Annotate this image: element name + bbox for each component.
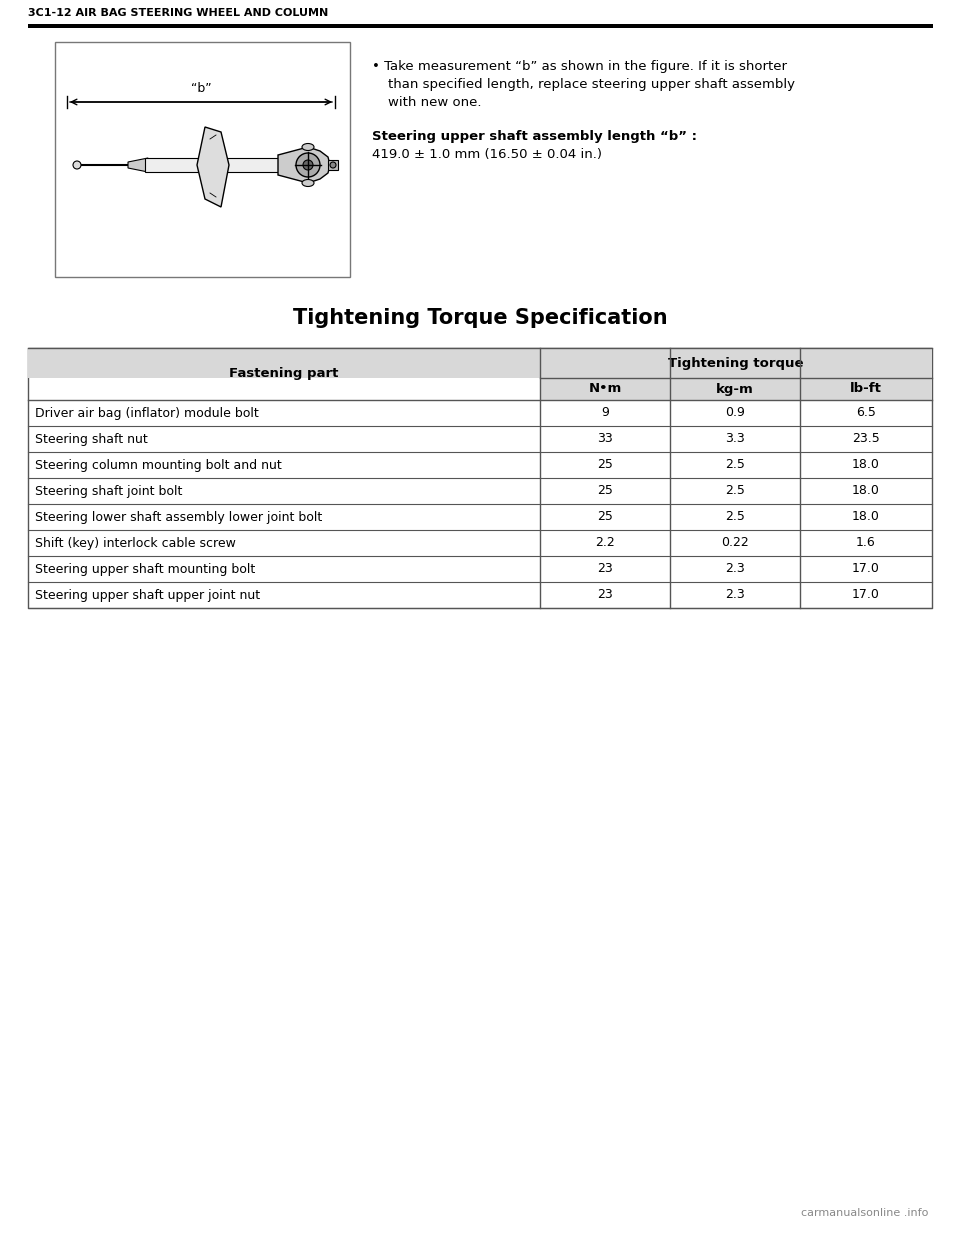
- Text: 23.5: 23.5: [852, 432, 880, 446]
- Text: lb-ft: lb-ft: [850, 383, 882, 395]
- Text: Driver air bag (inflator) module bolt: Driver air bag (inflator) module bolt: [35, 406, 259, 420]
- Circle shape: [296, 153, 320, 177]
- Polygon shape: [128, 158, 148, 172]
- Text: Fastening part: Fastening part: [229, 368, 339, 380]
- Text: 2.2: 2.2: [595, 536, 614, 550]
- Text: 18.0: 18.0: [852, 510, 880, 524]
- Text: Steering shaft nut: Steering shaft nut: [35, 432, 148, 446]
- Text: Steering lower shaft assembly lower joint bolt: Steering lower shaft assembly lower join…: [35, 510, 323, 524]
- Polygon shape: [197, 127, 229, 207]
- Text: 25: 25: [597, 510, 612, 524]
- Text: 25: 25: [597, 484, 612, 498]
- Text: Steering column mounting bolt and nut: Steering column mounting bolt and nut: [35, 458, 281, 472]
- Bar: [28, 348, 932, 378]
- Text: 2.5: 2.5: [725, 510, 745, 524]
- Text: with new one.: with new one.: [388, 96, 482, 109]
- Text: N•m: N•m: [588, 383, 622, 395]
- Text: 2.5: 2.5: [725, 484, 745, 498]
- Text: 18.0: 18.0: [852, 458, 880, 472]
- Bar: [55, 42, 350, 277]
- Text: carmanualsonline .info: carmanualsonline .info: [801, 1208, 928, 1218]
- Text: • Take measurement “b” as shown in the figure. If it is shorter: • Take measurement “b” as shown in the f…: [372, 61, 787, 73]
- Text: 2.3: 2.3: [725, 562, 745, 576]
- Text: Steering upper shaft upper joint nut: Steering upper shaft upper joint nut: [35, 589, 260, 601]
- Text: 25: 25: [597, 458, 612, 472]
- Text: 17.0: 17.0: [852, 562, 880, 576]
- Bar: [328, 161, 338, 170]
- Text: Shift (key) interlock cable screw: Shift (key) interlock cable screw: [35, 536, 236, 550]
- Bar: [540, 378, 932, 400]
- Text: than specified length, replace steering upper shaft assembly: than specified length, replace steering …: [388, 78, 795, 91]
- Text: Steering shaft joint bolt: Steering shaft joint bolt: [35, 484, 182, 498]
- Text: 0.9: 0.9: [725, 406, 745, 420]
- Text: 0.22: 0.22: [721, 536, 749, 550]
- Text: “b”: “b”: [191, 82, 211, 95]
- Text: 2.5: 2.5: [725, 458, 745, 472]
- Text: 17.0: 17.0: [852, 589, 880, 601]
- Bar: [28, 348, 932, 608]
- Text: 3C1-12 AIR BAG STEERING WHEEL AND COLUMN: 3C1-12 AIR BAG STEERING WHEEL AND COLUMN: [28, 7, 328, 19]
- Text: 23: 23: [597, 562, 612, 576]
- Circle shape: [303, 161, 313, 170]
- Text: 2.3: 2.3: [725, 589, 745, 601]
- Ellipse shape: [302, 179, 314, 186]
- Circle shape: [330, 162, 336, 168]
- Bar: [145, 158, 292, 172]
- Text: 18.0: 18.0: [852, 484, 880, 498]
- Text: 6.5: 6.5: [856, 406, 876, 420]
- Text: 9: 9: [601, 406, 609, 420]
- Text: 23: 23: [597, 589, 612, 601]
- Text: 419.0 ± 1.0 mm (16.50 ± 0.04 in.): 419.0 ± 1.0 mm (16.50 ± 0.04 in.): [372, 148, 602, 161]
- Circle shape: [73, 161, 81, 169]
- Ellipse shape: [302, 143, 314, 151]
- Text: 33: 33: [597, 432, 612, 446]
- Bar: [28, 23, 933, 28]
- Text: 3.3: 3.3: [725, 432, 745, 446]
- Text: Tightening Torque Specification: Tightening Torque Specification: [293, 308, 667, 329]
- Text: kg-m: kg-m: [716, 383, 754, 395]
- Text: 1.6: 1.6: [856, 536, 876, 550]
- Text: Steering upper shaft mounting bolt: Steering upper shaft mounting bolt: [35, 562, 255, 576]
- Text: Tightening torque: Tightening torque: [668, 357, 804, 369]
- Polygon shape: [278, 147, 330, 183]
- Text: Steering upper shaft assembly length “b” :: Steering upper shaft assembly length “b”…: [372, 130, 697, 143]
